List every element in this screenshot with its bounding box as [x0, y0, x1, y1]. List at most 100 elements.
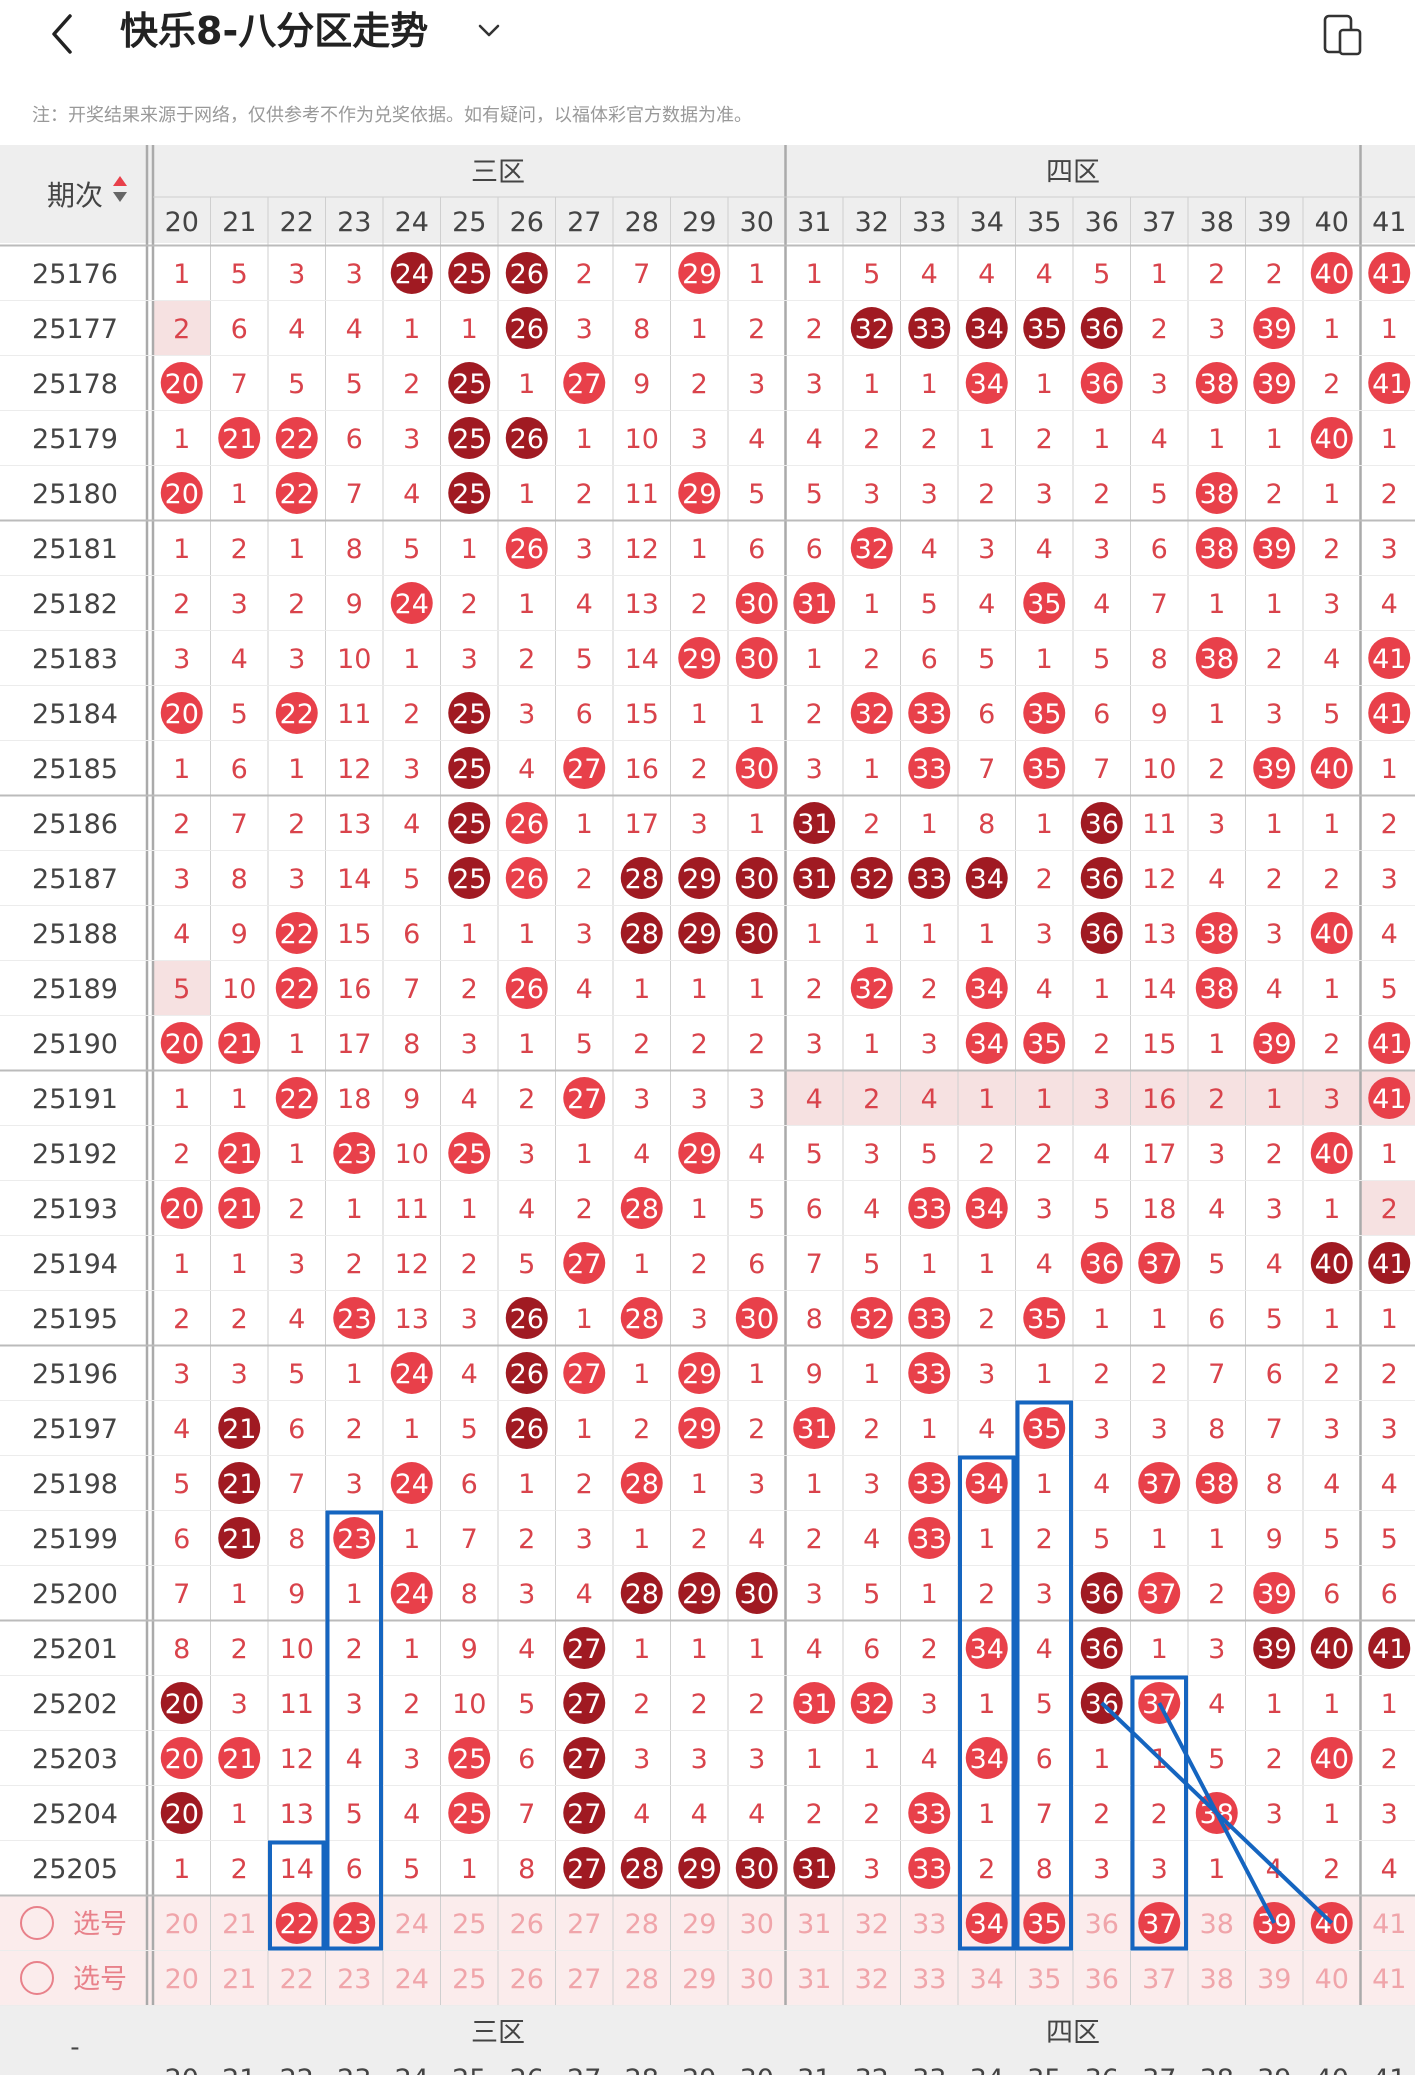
- select-number[interactable]: 31: [797, 1909, 831, 1940]
- chevron-down-icon[interactable]: [475, 18, 503, 44]
- select-number[interactable]: 36: [1085, 1909, 1119, 1940]
- miss-count: 7: [288, 1469, 305, 1500]
- miss-count: 4: [748, 1139, 765, 1170]
- select-number[interactable]: 28: [625, 1964, 659, 1995]
- select-number[interactable]: 25: [452, 1909, 486, 1940]
- hit-number: 27: [567, 1854, 601, 1885]
- hit-number: 41: [1372, 259, 1406, 290]
- select-number[interactable]: 21: [222, 1909, 256, 1940]
- column-header-bottom: 34: [970, 2064, 1004, 2075]
- column-header-bottom: 40: [1315, 2064, 1349, 2075]
- selected-number[interactable]: 37: [1142, 1909, 1176, 1940]
- miss-count: 5: [1381, 1524, 1398, 1555]
- miss-count: 3: [518, 1139, 535, 1170]
- miss-count: 3: [288, 864, 305, 895]
- miss-count: 3: [978, 1359, 995, 1390]
- select-number[interactable]: 25: [452, 1964, 486, 1995]
- select-number[interactable]: 26: [510, 1909, 544, 1940]
- select-number[interactable]: 33: [912, 1909, 946, 1940]
- miss-count: 1: [173, 1249, 190, 1280]
- period-header[interactable]: 期次: [47, 179, 103, 212]
- miss-count: 12: [337, 754, 371, 785]
- miss-count: 2: [691, 369, 708, 400]
- select-number[interactable]: 31: [797, 1964, 831, 1995]
- miss-count: 1: [173, 1084, 190, 1115]
- select-number[interactable]: 27: [567, 1964, 601, 1995]
- selected-number[interactable]: 39: [1257, 1909, 1291, 1940]
- selected-number[interactable]: 22: [280, 1909, 314, 1940]
- select-number[interactable]: 28: [625, 1909, 659, 1940]
- hit-number: 34: [970, 1634, 1004, 1665]
- select-number[interactable]: 21: [222, 1964, 256, 1995]
- miss-count: 4: [518, 1194, 535, 1225]
- miss-count: 14: [337, 864, 371, 895]
- select-number[interactable]: 29: [682, 1909, 716, 1940]
- hit-number: 40: [1315, 1249, 1349, 1280]
- miss-count: 1: [231, 1579, 248, 1610]
- select-number[interactable]: 34: [970, 1964, 1004, 1995]
- select-number[interactable]: 23: [337, 1964, 371, 1995]
- select-number[interactable]: 24: [395, 1964, 429, 1995]
- select-number[interactable]: 38: [1200, 1964, 1234, 1995]
- select-number[interactable]: 40: [1315, 1964, 1349, 1995]
- miss-count: 1: [863, 919, 880, 950]
- miss-count: 1: [921, 369, 938, 400]
- select-number[interactable]: 32: [855, 1964, 889, 1995]
- select-number[interactable]: 20: [165, 1964, 199, 1995]
- column-header: 20: [165, 207, 199, 238]
- miss-count: 2: [921, 424, 938, 455]
- select-number[interactable]: 26: [510, 1964, 544, 1995]
- select-number[interactable]: 32: [855, 1909, 889, 1940]
- miss-count: 1: [1323, 479, 1340, 510]
- miss-count: 3: [863, 1469, 880, 1500]
- select-number[interactable]: 24: [395, 1909, 429, 1940]
- miss-count: 1: [1381, 424, 1398, 455]
- hit-number: 34: [970, 1469, 1004, 1500]
- device-switch-icon[interactable]: [1320, 12, 1366, 58]
- hit-number: 25: [452, 369, 486, 400]
- miss-count: 1: [863, 589, 880, 620]
- page-title: 快乐8-八分区走势: [120, 6, 428, 56]
- miss-count: 2: [346, 1634, 363, 1665]
- select-number[interactable]: 39: [1257, 1964, 1291, 1995]
- select-number[interactable]: 20: [165, 1909, 199, 1940]
- hit-number: 22: [280, 424, 314, 455]
- select-number[interactable]: 29: [682, 1964, 716, 1995]
- select-number[interactable]: 27: [567, 1909, 601, 1940]
- miss-count: 15: [337, 919, 371, 950]
- select-number[interactable]: 41: [1372, 1964, 1406, 1995]
- select-number[interactable]: 22: [280, 1964, 314, 1995]
- miss-count: 3: [403, 424, 420, 455]
- select-number[interactable]: 35: [1027, 1964, 1061, 1995]
- selected-number[interactable]: 34: [970, 1909, 1004, 1940]
- back-arrow-icon[interactable]: [44, 10, 84, 58]
- top-bar: 快乐8-八分区走势: [0, 0, 1415, 88]
- miss-count: 2: [691, 1524, 708, 1555]
- column-header-bottom: 36: [1085, 2064, 1119, 2075]
- select-number[interactable]: 33: [912, 1964, 946, 1995]
- select-number[interactable]: 36: [1085, 1964, 1119, 1995]
- selected-number[interactable]: 35: [1027, 1909, 1061, 1940]
- miss-count: 4: [346, 1744, 363, 1775]
- miss-count: 7: [231, 809, 248, 840]
- select-number[interactable]: 30: [740, 1964, 774, 1995]
- select-number[interactable]: 37: [1142, 1964, 1176, 1995]
- miss-count: 2: [173, 1304, 190, 1335]
- hit-number: 25: [452, 479, 486, 510]
- miss-count: 3: [346, 1469, 363, 1500]
- miss-count: 2: [1381, 1194, 1398, 1225]
- miss-count: 2: [978, 1139, 995, 1170]
- hit-number: 29: [682, 259, 716, 290]
- selected-number[interactable]: 23: [337, 1909, 371, 1940]
- miss-count: 2: [1323, 534, 1340, 565]
- miss-count: 6: [1036, 1744, 1053, 1775]
- select-number[interactable]: 30: [740, 1909, 774, 1940]
- select-number[interactable]: 38: [1200, 1909, 1234, 1940]
- hit-number: 35: [1027, 699, 1061, 730]
- select-number[interactable]: 41: [1372, 1909, 1406, 1940]
- miss-count: 7: [806, 1249, 823, 1280]
- miss-count: 13: [337, 809, 371, 840]
- hit-number: 39: [1257, 314, 1291, 345]
- miss-count: 5: [1208, 1744, 1225, 1775]
- miss-count: 2: [978, 1304, 995, 1335]
